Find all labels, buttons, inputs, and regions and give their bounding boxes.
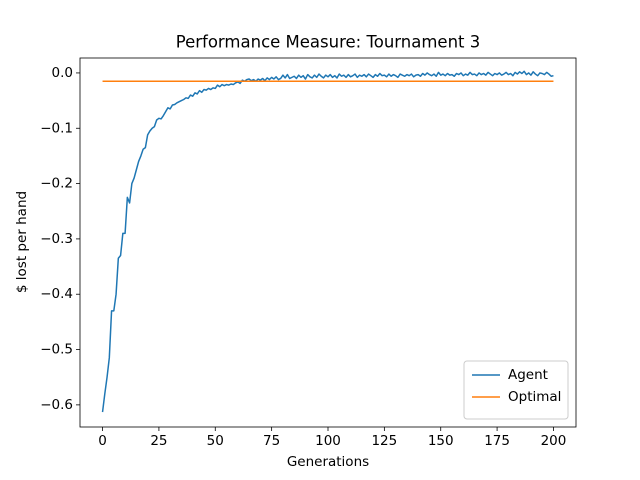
legend-label: Optimal xyxy=(508,389,561,405)
y-tick-label: 0.0 xyxy=(52,65,73,81)
line-series xyxy=(101,70,554,413)
x-tick-label: 0 xyxy=(98,433,107,449)
x-tick-label: 50 xyxy=(207,433,224,449)
x-axis-label: Generations xyxy=(287,454,369,470)
y-tick-label: −0.2 xyxy=(40,176,73,192)
plot-frame xyxy=(79,57,577,428)
legend-label: Agent xyxy=(508,367,548,383)
x-tick-label: 25 xyxy=(150,433,167,449)
x-tick-label: 75 xyxy=(263,433,280,449)
chart-title: Performance Measure: Tournament 3 xyxy=(176,33,481,52)
x-tick-label: 150 xyxy=(428,433,454,449)
x-tick-label: 175 xyxy=(484,433,510,449)
y-axis-label: $ lost per hand xyxy=(14,191,30,293)
x-tick-label: 200 xyxy=(541,433,567,449)
y-tick-label: −0.5 xyxy=(40,342,73,358)
y-tick-label: −0.6 xyxy=(40,397,73,413)
x-tick-label: 100 xyxy=(315,433,341,449)
y-tick-label: −0.1 xyxy=(40,120,73,136)
y-tick-label: −0.4 xyxy=(40,286,73,302)
x-tick-label: 125 xyxy=(371,433,397,449)
y-tick-label: −0.3 xyxy=(40,231,73,247)
